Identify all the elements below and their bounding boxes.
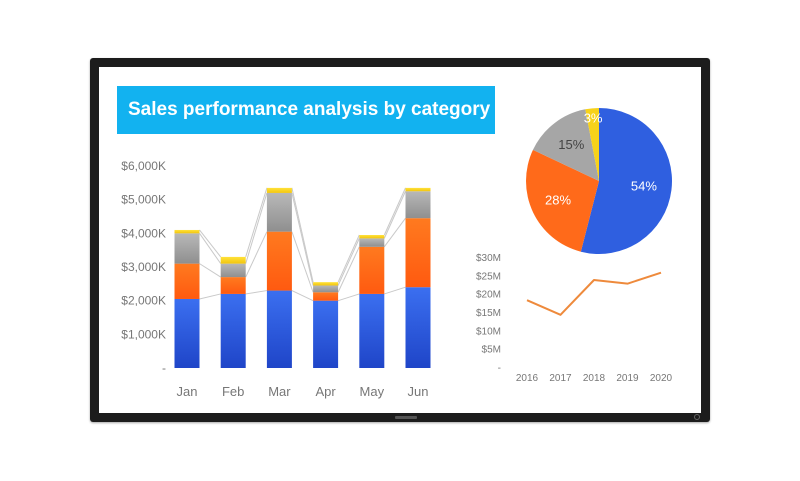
bar-x-tick-label: Mar: [268, 384, 291, 399]
bar-x-tick-label: May: [360, 384, 385, 399]
bar-segment-orange: [313, 292, 339, 301]
bar-connector-line: [291, 290, 314, 302]
bar-segment-blue: [359, 293, 385, 368]
bar-segment-orange: [266, 231, 292, 291]
bar-segment-yellow: [313, 282, 339, 286]
bar-connector-line: [384, 286, 406, 295]
bar-segment-yellow: [266, 187, 292, 193]
line-y-tick-label: -: [498, 363, 501, 374]
charts-canvas: - $1,000K $2,000K $3,000K $4,000K $5,000K $6,0…: [121, 108, 673, 399]
pie-slice-blue: [580, 108, 672, 255]
pie-slice-yellow: [585, 108, 599, 181]
line-y-tick-label: $30M: [476, 253, 501, 264]
pie-slice-orange: [526, 149, 599, 252]
monitor-brand-logo: [395, 416, 417, 419]
bar-segment-orange: [220, 277, 246, 294]
line-x-tick-label: 2019: [616, 373, 639, 384]
bar-connector-line: [337, 238, 360, 286]
bar-connector-line: [245, 187, 268, 258]
bar-connector-line: [245, 231, 268, 278]
bar-segment-gray: [359, 238, 385, 247]
bar-connector-line: [199, 263, 221, 278]
page-title: Sales performance analysis by category: [117, 86, 495, 134]
bar-segment-gray: [174, 233, 200, 264]
bar-y-tick-label: $5,000K: [121, 193, 166, 207]
bar-connector-line: [199, 233, 222, 264]
bar-connector-line: [337, 234, 360, 283]
bar-segment-blue: [174, 298, 200, 368]
bar-x-tick-label: Jun: [408, 384, 429, 399]
bar-segment-yellow: [359, 235, 385, 239]
bar-connector-line: [199, 293, 221, 300]
bar-segment-blue: [220, 293, 246, 368]
pie-slice-label: 15%: [558, 137, 584, 152]
bar-segment-gray: [405, 191, 431, 219]
bar-segment-orange: [359, 246, 385, 294]
bar-y-tick-label: $4,000K: [121, 226, 166, 240]
line-x-tick-label: 2017: [549, 373, 572, 384]
bar-connector-line: [291, 231, 314, 293]
line-series: [526, 271, 662, 316]
bar-connector-line: [291, 187, 314, 283]
line-y-tick-label: $25M: [476, 271, 501, 282]
bar-segment-yellow: [405, 187, 431, 192]
bar-connector-line: [245, 290, 267, 295]
line-y-tick-label: $15M: [476, 308, 501, 319]
bar-segment-orange: [174, 263, 200, 299]
bar-segment-yellow: [220, 256, 246, 264]
bar-connector-line: [337, 246, 360, 293]
line-x-tick-label: 2018: [583, 373, 606, 384]
bar-y-tick-label: -: [162, 361, 166, 375]
line-y-tick-label: $10M: [476, 326, 501, 337]
bar-y-tick-label: $6,000K: [121, 159, 166, 173]
bar-y-tick-label: $1,000K: [121, 327, 166, 341]
display-monitor: - $1,000K $2,000K $3,000K $4,000K $5,000K $6,0…: [90, 58, 710, 422]
pie-slice-label: 3%: [584, 110, 603, 125]
bar-segment-gray: [313, 285, 339, 293]
bar-segment-orange: [405, 218, 431, 288]
bar-segment-yellow: [174, 229, 200, 234]
bar-connector-line: [245, 192, 268, 264]
bar-x-tick-label: Jan: [177, 384, 198, 399]
pie-slice-label: 54%: [631, 179, 657, 194]
bar-segment-blue: [266, 290, 292, 368]
pie-slice-gray: [532, 109, 599, 181]
bar-y-tick-label: $2,000K: [121, 294, 166, 308]
dashboard-screen: - $1,000K $2,000K $3,000K $4,000K $5,000K $6,0…: [99, 67, 701, 413]
line-y-tick-label: $5M: [482, 345, 501, 356]
bar-connector-line: [291, 192, 314, 286]
bar-segment-blue: [313, 300, 339, 368]
power-indicator-icon: [694, 414, 700, 420]
bar-x-tick-label: Apr: [315, 384, 336, 399]
bar-connector-line: [383, 217, 406, 248]
bar-connector-line: [383, 191, 406, 239]
bar-segment-gray: [266, 192, 292, 232]
bar-connector-line: [383, 187, 406, 236]
line-x-tick-label: 2020: [650, 373, 673, 384]
bar-y-tick-label: $3,000K: [121, 260, 166, 274]
bar-segment-gray: [220, 263, 246, 278]
bar-segment-blue: [405, 287, 431, 368]
pie-slice-label: 28%: [545, 192, 571, 207]
bar-connector-line: [337, 293, 360, 302]
bar-connector-line: [199, 229, 222, 258]
line-y-tick-label: $20M: [476, 290, 501, 301]
line-x-tick-label: 2016: [516, 373, 539, 384]
bar-x-tick-label: Feb: [222, 384, 244, 399]
